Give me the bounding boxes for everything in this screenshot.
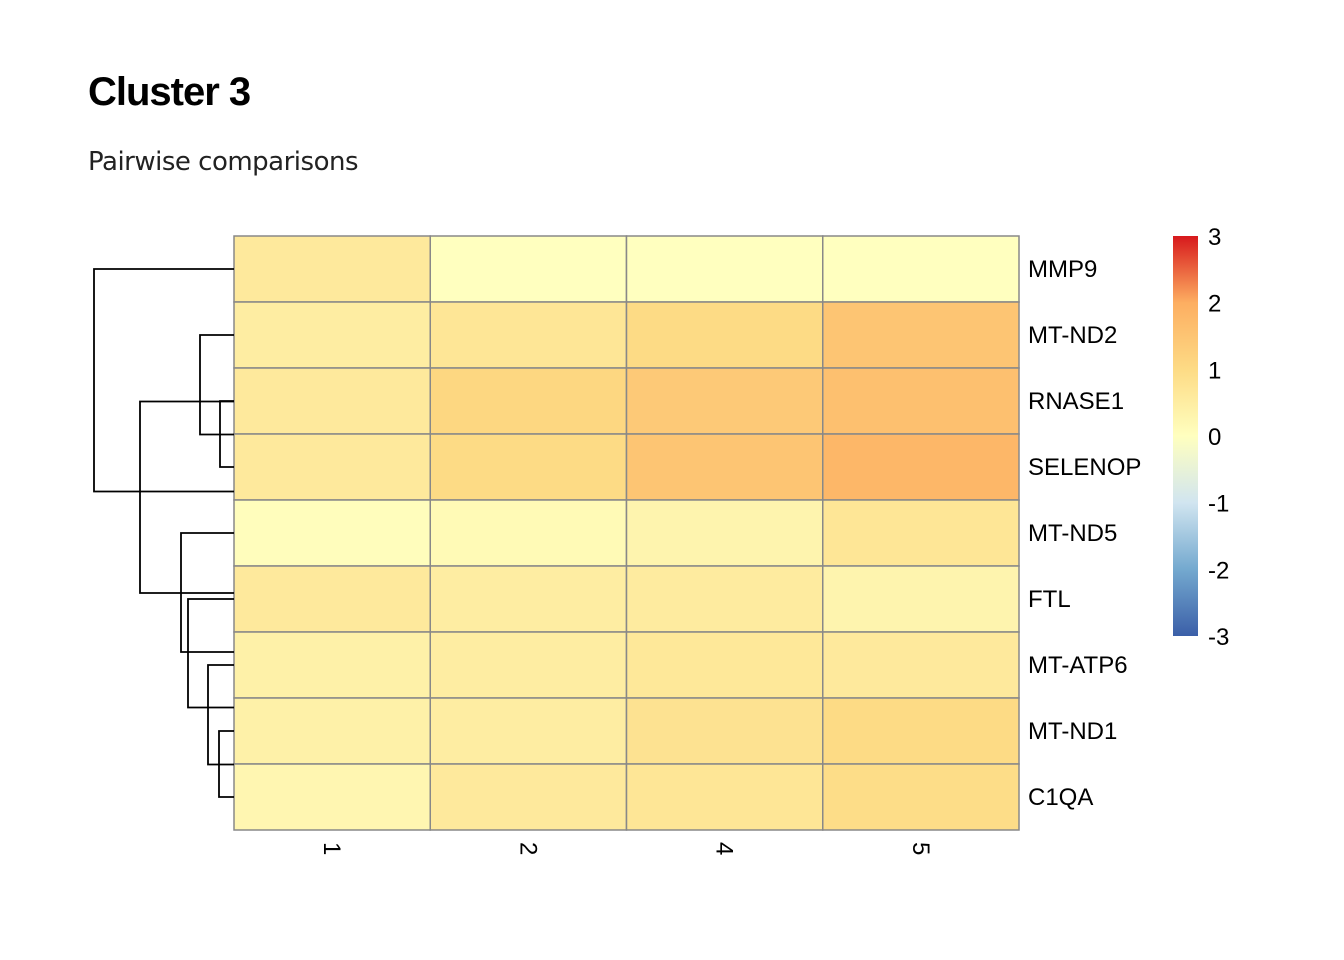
heatmap-cell bbox=[822, 367, 1020, 435]
dendrogram-branch bbox=[187, 598, 234, 709]
heatmap-cell bbox=[822, 631, 1020, 699]
column-label: 1 bbox=[318, 842, 345, 855]
row-label: C1QA bbox=[1028, 784, 1093, 811]
dendrogram-branch bbox=[207, 664, 234, 766]
heatmap-cell bbox=[429, 499, 628, 567]
heatmap-cell bbox=[233, 631, 431, 699]
heatmap-cell bbox=[822, 433, 1020, 501]
heatmap-cell bbox=[625, 565, 824, 633]
row-label: MT-ND1 bbox=[1028, 718, 1117, 745]
heatmap-cell bbox=[233, 763, 431, 831]
heatmap-cell bbox=[822, 697, 1020, 765]
heatmap-cell bbox=[822, 565, 1020, 633]
heatmap-cell bbox=[625, 499, 824, 567]
heatmap-cell bbox=[429, 763, 628, 831]
heatmap-cell bbox=[233, 367, 431, 435]
column-label: 5 bbox=[907, 842, 934, 855]
heatmap-cell bbox=[822, 763, 1020, 831]
heatmap-cell bbox=[625, 367, 824, 435]
heatmap-cell bbox=[625, 763, 824, 831]
chart-subtitle: Pairwise comparisons bbox=[88, 147, 359, 177]
row-label: MT-ND5 bbox=[1028, 520, 1117, 547]
heatmap-cell bbox=[233, 235, 431, 303]
heatmap-cell bbox=[429, 301, 628, 369]
heatmap-cell bbox=[625, 697, 824, 765]
column-label: 2 bbox=[514, 842, 541, 855]
dendrogram-branch bbox=[93, 268, 234, 493]
color-scale-tick-label: 2 bbox=[1208, 291, 1221, 318]
heatmap-cell bbox=[429, 631, 628, 699]
color-scale-tick-label: -2 bbox=[1208, 557, 1229, 584]
heatmap-cell bbox=[822, 499, 1020, 567]
heatmap-cell bbox=[429, 433, 628, 501]
row-label: MT-ATP6 bbox=[1028, 652, 1128, 679]
dendrogram-branch bbox=[199, 334, 234, 436]
color-scale-tick-label: 3 bbox=[1208, 224, 1221, 251]
heatmap-cell bbox=[233, 697, 431, 765]
heatmap-cell bbox=[429, 697, 628, 765]
heatmap-cell bbox=[625, 631, 824, 699]
heatmap-cell bbox=[625, 235, 824, 303]
heatmap-cell bbox=[822, 301, 1020, 369]
column-label: 4 bbox=[711, 842, 738, 855]
dendrogram-branch bbox=[139, 400, 234, 594]
color-scale-tick-label: 0 bbox=[1208, 424, 1221, 451]
row-label: MMP9 bbox=[1028, 256, 1097, 283]
heatmap-cell bbox=[429, 367, 628, 435]
heatmap-cell bbox=[429, 235, 628, 303]
row-label: MT-ND2 bbox=[1028, 322, 1117, 349]
heatmap-cell bbox=[233, 565, 431, 633]
heatmap-cell bbox=[822, 235, 1020, 303]
color-scale-tick-label: 1 bbox=[1208, 357, 1221, 384]
heatmap-cell bbox=[625, 433, 824, 501]
chart-title: Cluster 3 bbox=[88, 70, 251, 114]
heatmap-cell bbox=[233, 301, 431, 369]
heatmap-cell bbox=[233, 433, 431, 501]
color-scale-tick-label: -1 bbox=[1208, 491, 1229, 518]
row-label: RNASE1 bbox=[1028, 388, 1124, 415]
heatmap-cell bbox=[429, 565, 628, 633]
heatmap-cell bbox=[625, 301, 824, 369]
row-label: FTL bbox=[1028, 586, 1071, 613]
color-scale-bar bbox=[1173, 236, 1198, 636]
row-label: SELENOP bbox=[1028, 454, 1141, 481]
color-scale-tick-label: -3 bbox=[1208, 624, 1229, 651]
heatmap-cell bbox=[233, 499, 431, 567]
